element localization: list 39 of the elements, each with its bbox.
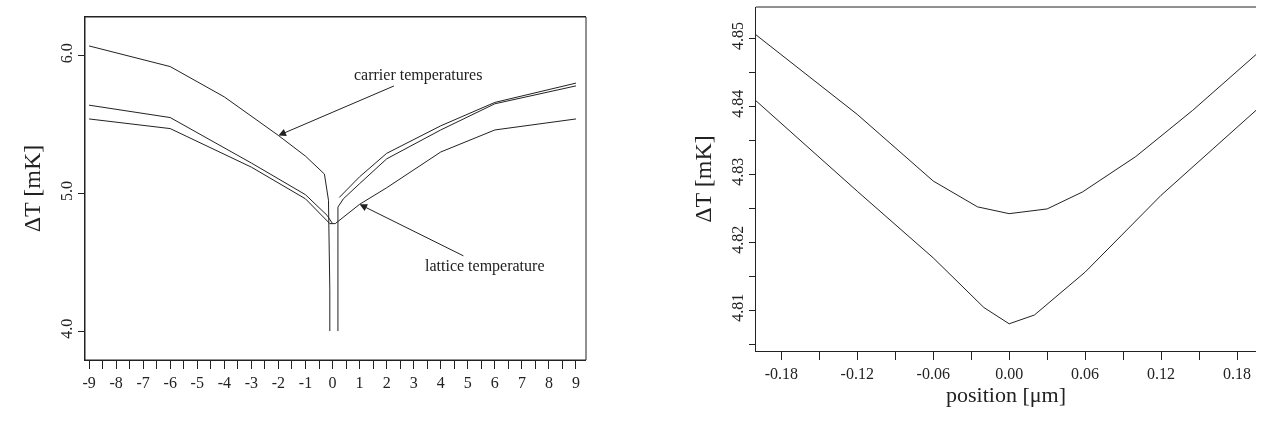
- y-tick-label: 4.84: [728, 89, 746, 118]
- x-tick-label: -0.06: [916, 365, 950, 383]
- x-tick-label: -5: [190, 374, 204, 392]
- x-tick-label: 2: [382, 374, 391, 392]
- y-tick-label: 4.0: [57, 318, 75, 339]
- x-tick-label: 0.12: [1147, 365, 1176, 383]
- x-tick-label: 3: [409, 374, 418, 392]
- y-tick-label: 4.83: [728, 157, 746, 186]
- x-tick-label: 5: [463, 374, 472, 392]
- x-tick-label: -1: [298, 374, 313, 392]
- x-tick-label: 8: [544, 374, 553, 392]
- x-tick-label: -3: [244, 374, 259, 392]
- x-tick-label: 1: [355, 374, 364, 392]
- x-tick-label: -9: [82, 374, 96, 392]
- y-tick-label: 4.85: [728, 21, 746, 50]
- y-tick-label: 5.0: [57, 180, 75, 201]
- x-tick-label: 0.06: [1071, 365, 1100, 383]
- y-axis-title: ΔT [mK]: [689, 135, 716, 223]
- x-tick-label: -4: [217, 374, 231, 392]
- x-tick-label: -0.12: [840, 365, 874, 383]
- x-tick-label: -0.18: [764, 365, 798, 383]
- x-tick-label: -7: [136, 374, 150, 392]
- y-axis-title: ΔT [mK]: [18, 144, 45, 233]
- x-tick-label: 6: [490, 374, 499, 392]
- x-tick-label: -2: [271, 374, 286, 392]
- x-tick-label: -8: [109, 374, 123, 392]
- x-axis-title: position [μm]: [946, 382, 1066, 408]
- annotation: carrier temperatures: [354, 66, 483, 84]
- x-tick-label: 9: [571, 374, 580, 392]
- x-tick-label: 4: [436, 374, 445, 392]
- x-tick-label: 0: [328, 374, 337, 392]
- y-tick-label: 4.82: [728, 225, 746, 254]
- x-tick-label: -6: [163, 374, 177, 392]
- y-tick-label: 4.81: [728, 293, 746, 322]
- annotation: lattice temperature: [425, 257, 545, 275]
- x-tick-label: 0.00: [995, 365, 1024, 383]
- y-tick-label: 6.0: [57, 43, 75, 64]
- x-tick-label: 7: [517, 374, 526, 392]
- x-tick-label: 0.18: [1223, 365, 1252, 383]
